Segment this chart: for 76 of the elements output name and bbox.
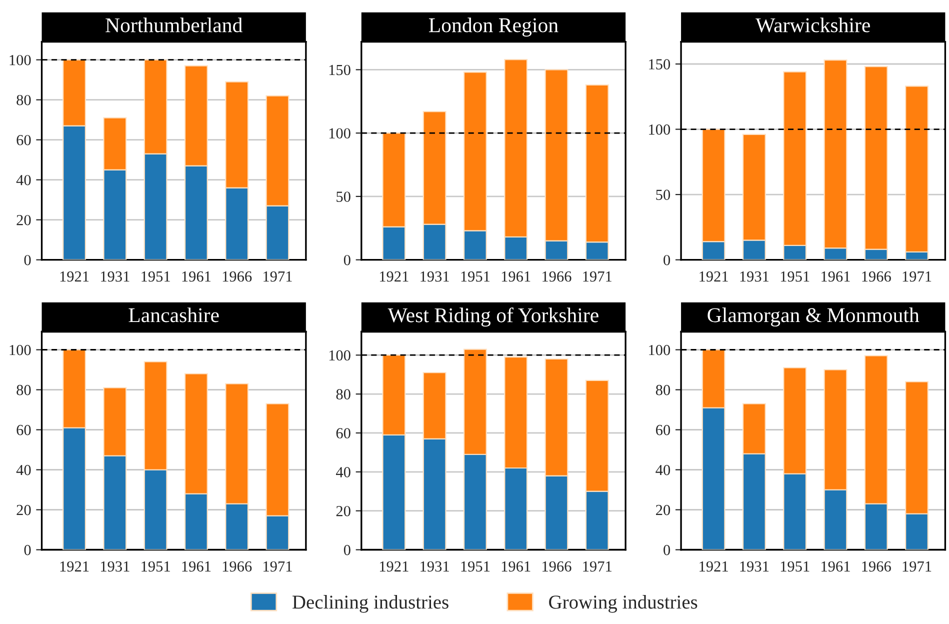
- x-tick-label: 1961: [182, 561, 211, 572]
- x-tick-label: 1966: [862, 271, 891, 282]
- y-tick-label: 100: [329, 128, 350, 139]
- x-tick-label: 1951: [142, 271, 170, 282]
- x-tick-label: 1921: [60, 561, 89, 572]
- y-tick-label: 20: [16, 504, 31, 516]
- y-tick-label: 150: [329, 64, 350, 76]
- x-tick-label: 1951: [461, 271, 490, 282]
- y-tick-label: 0: [24, 254, 31, 266]
- y-tick-label: 0: [664, 544, 670, 556]
- chart-title: Glamorgan & Monmouth: [708, 308, 920, 327]
- x-tick-label: 1961: [822, 561, 850, 572]
- x-tick-label: 1966: [542, 271, 572, 282]
- x-tick-label: 1966: [862, 561, 891, 572]
- y-tick-label: 40: [16, 174, 31, 186]
- x-tick-label: 1931: [100, 271, 130, 282]
- x-tick-label: 1951: [461, 561, 490, 572]
- x-tick-label: 1971: [583, 271, 612, 282]
- y-tick-label: 50: [656, 190, 670, 200]
- x-tick-label: 1961: [822, 271, 850, 282]
- y-tick-label: 0: [664, 254, 670, 266]
- y-tick-label: 50: [336, 192, 350, 202]
- x-tick-label: 1966: [222, 561, 252, 572]
- y-tick-label: 20: [656, 504, 670, 516]
- y-tick-label: 40: [656, 464, 670, 476]
- y-tick-label: 0: [344, 544, 350, 556]
- y-tick-label: 100: [649, 124, 670, 135]
- x-tick-label: 1971: [902, 561, 932, 572]
- x-tick-label: 1966: [222, 271, 252, 282]
- y-tick-label: 80: [336, 389, 350, 400]
- x-tick-label: 1961: [502, 271, 530, 282]
- y-tick-label: 40: [16, 464, 31, 476]
- y-tick-label: 60: [16, 424, 31, 436]
- x-tick-label: 1951: [780, 271, 810, 282]
- chart-title: Lancashire: [128, 308, 219, 322]
- x-tick-label: 1931: [420, 271, 449, 282]
- x-tick-label: 1971: [264, 271, 292, 282]
- x-tick-label: 1921: [380, 271, 408, 282]
- y-tick-label: 80: [656, 384, 670, 396]
- y-tick-label: 20: [336, 506, 350, 516]
- x-tick-label: 1966: [542, 561, 572, 572]
- y-tick-label: 80: [16, 94, 31, 106]
- x-tick-label: 1931: [740, 561, 769, 572]
- x-tick-label: 1961: [182, 271, 211, 282]
- chart-title: Northumberland: [106, 18, 242, 32]
- x-tick-label: 1971: [264, 561, 292, 572]
- y-tick-label: 60: [16, 134, 31, 146]
- x-tick-label: 1951: [142, 561, 170, 572]
- chart-title: West Riding of Yorkshire: [388, 307, 598, 327]
- y-tick-label: 80: [16, 384, 31, 396]
- y-tick-label: 100: [329, 350, 350, 361]
- y-tick-label: 20: [16, 214, 31, 226]
- chart-title: London Region: [428, 18, 558, 37]
- y-tick-label: 0: [344, 254, 350, 266]
- chart-title: Warwickshire: [756, 18, 870, 32]
- y-tick-label: 60: [336, 428, 350, 438]
- x-tick-label: 1921: [700, 561, 728, 572]
- y-tick-label: 40: [336, 467, 350, 478]
- y-tick-label: 100: [10, 344, 31, 356]
- x-tick-label: 1931: [740, 271, 769, 282]
- y-tick-label: 100: [649, 344, 670, 356]
- x-tick-label: 1971: [902, 271, 932, 282]
- y-tick-label: 0: [24, 544, 31, 556]
- y-tick-label: 60: [656, 424, 670, 436]
- x-tick-label: 1921: [60, 271, 89, 282]
- x-tick-label: 1931: [100, 561, 130, 572]
- x-tick-label: 1931: [420, 561, 449, 572]
- y-tick-label: 150: [649, 59, 670, 70]
- y-tick-label: 100: [10, 54, 31, 66]
- x-tick-label: 1921: [380, 561, 408, 572]
- x-tick-label: 1971: [583, 561, 612, 572]
- legend-label: Growing industries: [549, 595, 698, 613]
- x-tick-label: 1951: [780, 561, 810, 572]
- x-tick-label: 1921: [700, 271, 728, 282]
- x-tick-label: 1961: [502, 561, 530, 572]
- legend-label: Declining industries: [292, 595, 448, 613]
